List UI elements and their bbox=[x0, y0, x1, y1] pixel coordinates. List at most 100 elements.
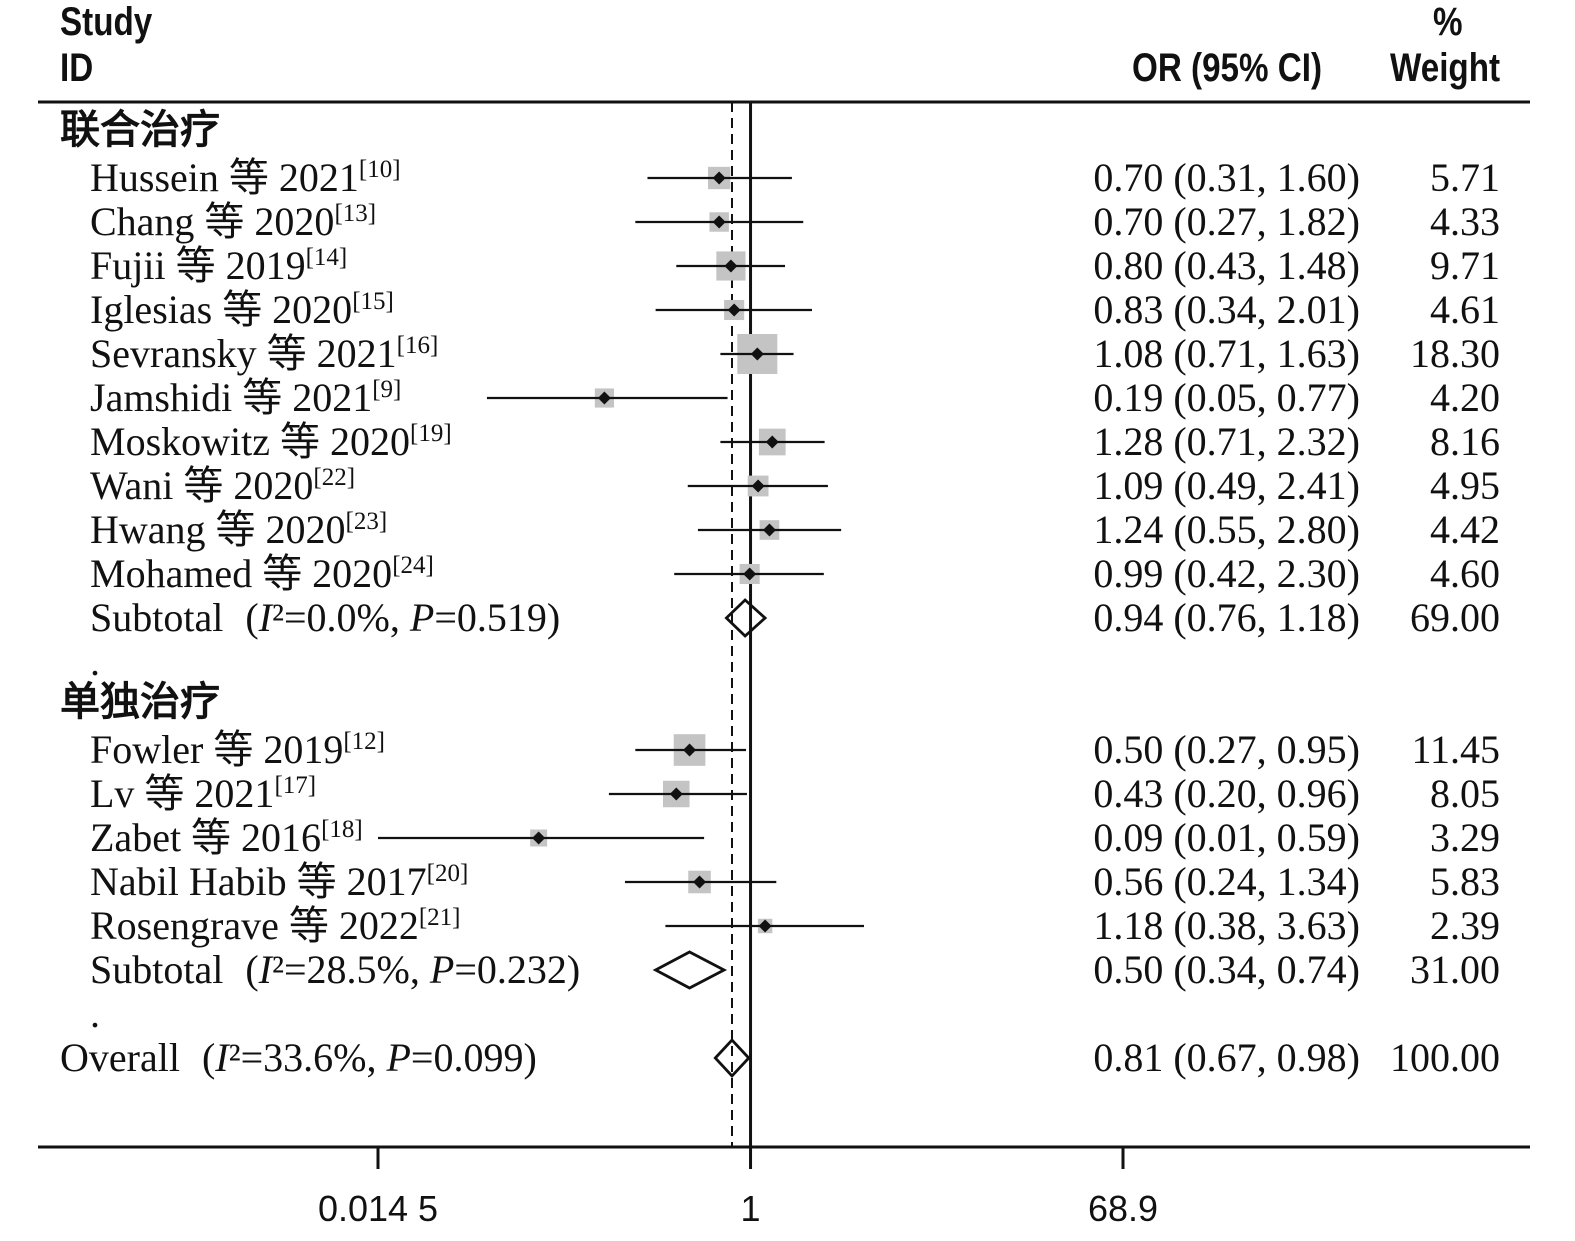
study-name: Zabet 等 2016 bbox=[90, 815, 322, 860]
study-label: Zabet 等 2016[18] bbox=[90, 816, 363, 866]
study-name: Rosengrave 等 2022 bbox=[90, 903, 419, 948]
x-tick-label: 68.9 bbox=[1088, 1188, 1158, 1229]
ci-text: 0.70 (0.31, 1.60) bbox=[1093, 155, 1360, 200]
point-estimate bbox=[750, 347, 764, 361]
study-name: Chang 等 2020 bbox=[90, 199, 335, 244]
study-name: Fowler 等 2019 bbox=[90, 727, 344, 772]
ci-text: 1.08 (0.71, 1.63) bbox=[1093, 331, 1360, 376]
subtotal-label: Subtotal (I²=28.5%, P=0.232) bbox=[90, 948, 580, 992]
heterogeneity-stats: (I²=33.6%, P=0.099) bbox=[201, 1035, 537, 1080]
point-estimate bbox=[669, 787, 683, 801]
ci-text: 0.50 (0.34, 0.74) bbox=[1093, 947, 1360, 992]
ci-text: 1.28 (0.71, 2.32) bbox=[1093, 419, 1360, 464]
point-estimate bbox=[597, 391, 611, 405]
study-name: Jamshidi 等 2021 bbox=[90, 375, 373, 420]
study-label: Sevransky 等 2021[16] bbox=[90, 332, 438, 382]
study-ref: [23] bbox=[345, 508, 388, 535]
weight-text: 4.61 bbox=[1430, 287, 1500, 332]
study-name: Wani 等 2020 bbox=[90, 463, 314, 508]
weight-text: 2.39 bbox=[1430, 903, 1500, 948]
study-label: Iglesias 等 2020[15] bbox=[90, 288, 394, 338]
spacer-dot: . bbox=[90, 991, 100, 1036]
weight-header: Weight bbox=[1390, 46, 1501, 90]
study-ref: [9] bbox=[372, 376, 402, 403]
study-name: Iglesias 等 2020 bbox=[90, 287, 353, 332]
or-ci-header: OR (95% CI) bbox=[1132, 46, 1323, 90]
weight-text: 11.45 bbox=[1411, 727, 1500, 772]
study-ref: [13] bbox=[334, 200, 377, 227]
study-label: Rosengrave 等 2022[21] bbox=[90, 904, 460, 954]
overall-text: Overall bbox=[60, 1035, 180, 1080]
point-estimate bbox=[693, 875, 707, 889]
study-label: Fowler 等 2019[12] bbox=[90, 728, 385, 778]
ci-text: 0.81 (0.67, 0.98) bbox=[1093, 1035, 1360, 1080]
study-ref: [16] bbox=[396, 332, 439, 359]
ci-text: 1.18 (0.38, 3.63) bbox=[1093, 903, 1360, 948]
weight-text: 9.71 bbox=[1430, 243, 1500, 288]
percent-header: % bbox=[1433, 0, 1463, 44]
study-name: Moskowitz 等 2020 bbox=[90, 419, 410, 464]
study-ref: [20] bbox=[426, 860, 469, 887]
weight-text: 4.42 bbox=[1430, 507, 1500, 552]
weight-text: 3.29 bbox=[1430, 815, 1500, 860]
weight-text: 8.05 bbox=[1430, 771, 1500, 816]
study-name: Hwang 等 2020 bbox=[90, 507, 346, 552]
study-label: Hwang 等 2020[23] bbox=[90, 508, 387, 558]
point-estimate bbox=[712, 215, 726, 229]
study-ref: [18] bbox=[321, 816, 363, 843]
study-label: Fujii 等 2019[14] bbox=[90, 244, 347, 294]
ci-text: 0.80 (0.43, 1.48) bbox=[1093, 243, 1360, 288]
study-label: Mohamed 等 2020[24] bbox=[90, 552, 434, 602]
point-estimate bbox=[683, 743, 697, 757]
subtotal-text: Subtotal bbox=[90, 595, 224, 640]
point-estimate bbox=[532, 831, 546, 845]
point-estimate bbox=[762, 523, 776, 537]
ci-text: 1.09 (0.49, 2.41) bbox=[1093, 463, 1360, 508]
study-label: Chang 等 2020[13] bbox=[90, 200, 376, 250]
point-estimate bbox=[727, 303, 741, 317]
subtotal-diamond bbox=[724, 598, 768, 638]
weight-text: 4.20 bbox=[1430, 375, 1500, 420]
ci-text: 0.83 (0.34, 2.01) bbox=[1093, 287, 1360, 332]
study-ref: [21] bbox=[418, 904, 461, 931]
study-header: Study bbox=[60, 0, 153, 44]
weight-text: 31.00 bbox=[1410, 947, 1500, 992]
study-ref: [10] bbox=[358, 156, 401, 183]
ci-text: 1.24 (0.55, 2.80) bbox=[1093, 507, 1360, 552]
ci-text: 0.94 (0.76, 1.18) bbox=[1093, 595, 1360, 640]
study-ref: [15] bbox=[352, 288, 394, 315]
point-estimate bbox=[743, 567, 757, 581]
study-label: Wani 等 2020[22] bbox=[90, 464, 355, 514]
study-ref: [22] bbox=[313, 464, 356, 491]
study-ref: [19] bbox=[410, 420, 452, 447]
weight-text: 4.33 bbox=[1430, 199, 1500, 244]
weight-text: 4.95 bbox=[1430, 463, 1500, 508]
subtotal-text: Subtotal bbox=[90, 947, 224, 992]
ci-text: 0.09 (0.01, 0.59) bbox=[1093, 815, 1360, 860]
weight-text: 100.00 bbox=[1390, 1035, 1500, 1080]
group-header: 联合治疗 bbox=[60, 107, 220, 152]
point-estimate bbox=[712, 171, 726, 185]
ci-text: 0.43 (0.20, 0.96) bbox=[1093, 771, 1360, 816]
study-label: Lv 等 2021[17] bbox=[90, 772, 316, 822]
ci-text: 0.70 (0.27, 1.82) bbox=[1093, 199, 1360, 244]
study-name: Nabil Habib 等 2017 bbox=[90, 859, 427, 904]
weight-text: 5.71 bbox=[1430, 155, 1500, 200]
study-name: Lv 等 2021 bbox=[90, 771, 275, 816]
study-ref: [14] bbox=[305, 244, 348, 271]
study-label: Hussein 等 2021[10] bbox=[90, 156, 401, 206]
weight-text: 18.30 bbox=[1410, 331, 1500, 376]
weight-text: 8.16 bbox=[1430, 419, 1500, 464]
overall-label: Overall (I²=33.6%, P=0.099) bbox=[60, 1036, 537, 1080]
ci-text: 0.56 (0.24, 1.34) bbox=[1093, 859, 1360, 904]
group-header: 单独治疗 bbox=[60, 679, 220, 724]
study-ref: [24] bbox=[392, 552, 434, 579]
point-estimate bbox=[765, 435, 779, 449]
study-ref: [17] bbox=[274, 772, 317, 799]
point-estimate bbox=[751, 479, 765, 493]
study-ref: [12] bbox=[343, 728, 385, 755]
study-name: Sevransky 等 2021 bbox=[90, 331, 397, 376]
study-label: Moskowitz 等 2020[19] bbox=[90, 420, 452, 470]
